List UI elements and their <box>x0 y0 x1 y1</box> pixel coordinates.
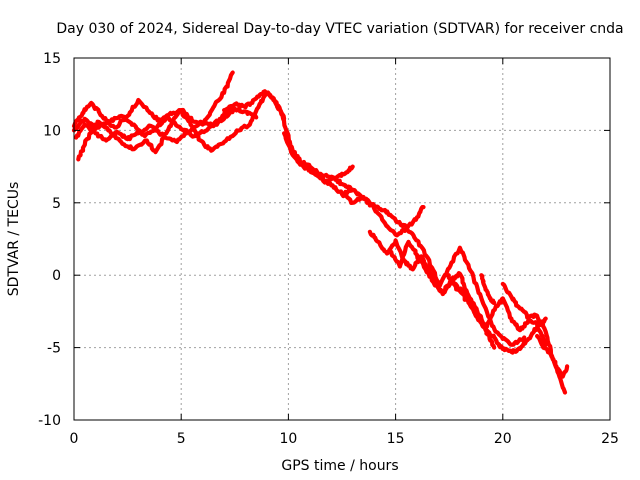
x-tick-label: 20 <box>494 431 512 447</box>
y-tick-label: -10 <box>38 413 61 429</box>
series-line-track-10 <box>389 239 548 347</box>
axis-ticks: 0 5 10 15 20 25 -10 -5 0 5 10 15 <box>38 51 619 447</box>
grid-lines <box>74 58 610 420</box>
series-line-track-13 <box>479 273 497 305</box>
y-tick-label: 10 <box>43 123 61 139</box>
chart-title: Day 030 of 2024, Sidereal Day-to-day VTE… <box>56 21 623 37</box>
x-axis-title: GPS time / hours <box>281 458 398 474</box>
series-line-track-3 <box>76 90 287 162</box>
x-tick-label: 25 <box>601 431 619 447</box>
y-axis-title: SDTVAR / TECUs <box>6 182 22 297</box>
x-tick-label: 0 <box>70 431 79 447</box>
y-tick-label: -5 <box>47 341 61 357</box>
plot-frame <box>73 57 611 421</box>
x-tick-label: 10 <box>279 431 297 447</box>
x-tick-label: 5 <box>177 431 186 447</box>
y-tick-label: 0 <box>52 268 61 284</box>
series-line-track-14 <box>500 281 568 395</box>
series-line-track-1 <box>71 70 235 130</box>
x-tick-label: 15 <box>387 431 405 447</box>
series-line-track-4 <box>71 106 233 139</box>
series-line-track-15 <box>535 333 570 379</box>
series-line-track-8 <box>339 192 426 238</box>
series-line-track-6 <box>282 131 355 185</box>
series-line-track-12 <box>445 273 497 350</box>
y-tick-label: 15 <box>43 51 61 67</box>
y-tick-label: 5 <box>52 196 61 212</box>
data-series <box>71 70 570 395</box>
series-line-track-5 <box>222 89 355 192</box>
series-line-track-7 <box>318 174 441 285</box>
